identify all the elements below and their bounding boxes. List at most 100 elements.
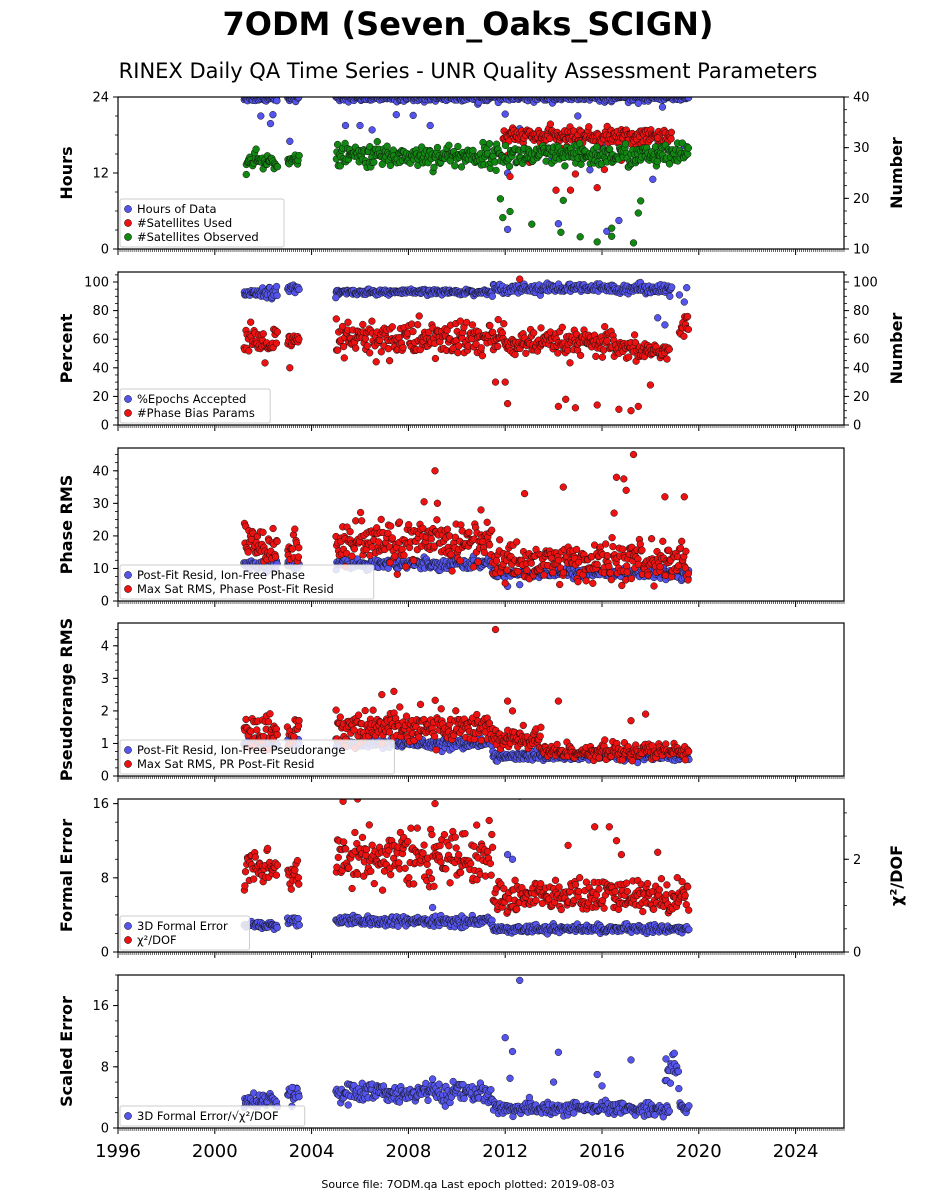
data-point xyxy=(537,324,545,332)
data-point xyxy=(288,545,297,553)
data-point xyxy=(629,450,638,459)
data-point xyxy=(559,196,567,205)
data-point xyxy=(496,536,504,544)
data-point xyxy=(589,579,597,587)
y-tick-label: 0 xyxy=(101,419,109,434)
data-point xyxy=(252,145,260,153)
data-point xyxy=(414,321,422,329)
y-right-tick-label: 30 xyxy=(853,141,870,156)
data-point xyxy=(448,567,456,575)
data-point xyxy=(409,327,417,336)
data-point xyxy=(443,525,452,533)
data-point xyxy=(409,111,417,120)
data-point xyxy=(363,342,371,350)
data-point xyxy=(433,516,441,524)
data-point xyxy=(366,349,374,357)
data-point xyxy=(454,349,462,357)
panel-3: 0 10 20 30 40 Phase RMS Post-Fit Resid, Ion-Fr… xyxy=(57,447,845,610)
data-point xyxy=(576,351,585,360)
data-point xyxy=(273,537,281,546)
data-point xyxy=(259,330,267,338)
legend-label: #Phase Bias Params xyxy=(137,406,255,420)
data-point xyxy=(683,284,691,292)
data-points xyxy=(240,275,693,415)
data-point xyxy=(469,146,477,155)
legend-marker xyxy=(124,571,132,579)
data-point xyxy=(468,321,477,329)
y-right-tick-label: 0 xyxy=(853,419,861,434)
data-point xyxy=(410,556,418,565)
data-point xyxy=(574,578,582,586)
data-point xyxy=(582,577,590,585)
data-point xyxy=(650,582,658,590)
data-point xyxy=(370,158,378,166)
data-point xyxy=(684,144,693,152)
data-point xyxy=(456,317,464,325)
data-point xyxy=(684,576,692,584)
data-point xyxy=(608,534,616,542)
data-point xyxy=(431,354,440,363)
data-point xyxy=(684,150,692,158)
data-point xyxy=(506,172,514,181)
data-point xyxy=(465,528,473,536)
y-tick-label: 60 xyxy=(92,333,109,348)
y-tick-label: 40 xyxy=(92,464,109,479)
data-point xyxy=(356,121,364,130)
data-point xyxy=(516,581,524,589)
data-point xyxy=(566,186,575,194)
data-point xyxy=(368,126,376,134)
y-tick-label: 80 xyxy=(92,304,109,319)
data-point xyxy=(474,558,482,566)
data-point xyxy=(503,399,512,408)
y-right-tick-label: 20 xyxy=(853,390,870,405)
data-point xyxy=(658,103,667,111)
data-point xyxy=(601,322,609,331)
data-point xyxy=(603,337,611,345)
data-point xyxy=(638,546,646,554)
y-right-tick-label: 80 xyxy=(853,304,870,319)
data-point xyxy=(607,576,616,584)
data-point xyxy=(334,346,342,354)
data-point xyxy=(667,135,675,143)
data-point xyxy=(608,224,616,232)
data-point xyxy=(549,568,557,577)
data-point xyxy=(554,556,563,565)
y-right-tick-label: 40 xyxy=(853,91,870,106)
data-point xyxy=(606,145,614,153)
figure-title: 7ODM (Seven_Oaks_SCIGN) xyxy=(223,5,714,43)
y-right-tick-label: 40 xyxy=(853,361,870,376)
data-point xyxy=(291,525,299,533)
data-point xyxy=(273,291,281,300)
data-point xyxy=(661,321,669,329)
data-point xyxy=(522,349,530,357)
data-point xyxy=(451,162,459,170)
data-point xyxy=(603,552,612,560)
data-point xyxy=(395,518,404,526)
data-point xyxy=(625,353,633,361)
data-point xyxy=(654,314,662,322)
data-point xyxy=(605,562,613,571)
legend-marker xyxy=(124,395,132,403)
data-point xyxy=(608,232,616,240)
y-right-axis-label: Number xyxy=(887,137,906,209)
data-point xyxy=(491,158,499,166)
data-point xyxy=(634,99,642,107)
data-point xyxy=(503,225,512,234)
data-point xyxy=(634,209,642,217)
data-point xyxy=(358,517,366,525)
data-point xyxy=(492,557,501,565)
data-point xyxy=(387,522,395,530)
y-tick-label: 12 xyxy=(92,167,109,182)
legend-label: #Satellites Used xyxy=(137,216,232,230)
data-point xyxy=(402,563,410,571)
y-tick-label: 0 xyxy=(101,243,109,258)
data-point xyxy=(546,120,555,128)
data-point xyxy=(356,508,365,517)
data-point xyxy=(377,515,385,524)
data-point xyxy=(386,161,395,170)
data-point xyxy=(593,238,601,246)
data-point xyxy=(488,526,496,534)
legend-label: %Epochs Accepted xyxy=(137,392,246,406)
data-point xyxy=(554,402,563,411)
